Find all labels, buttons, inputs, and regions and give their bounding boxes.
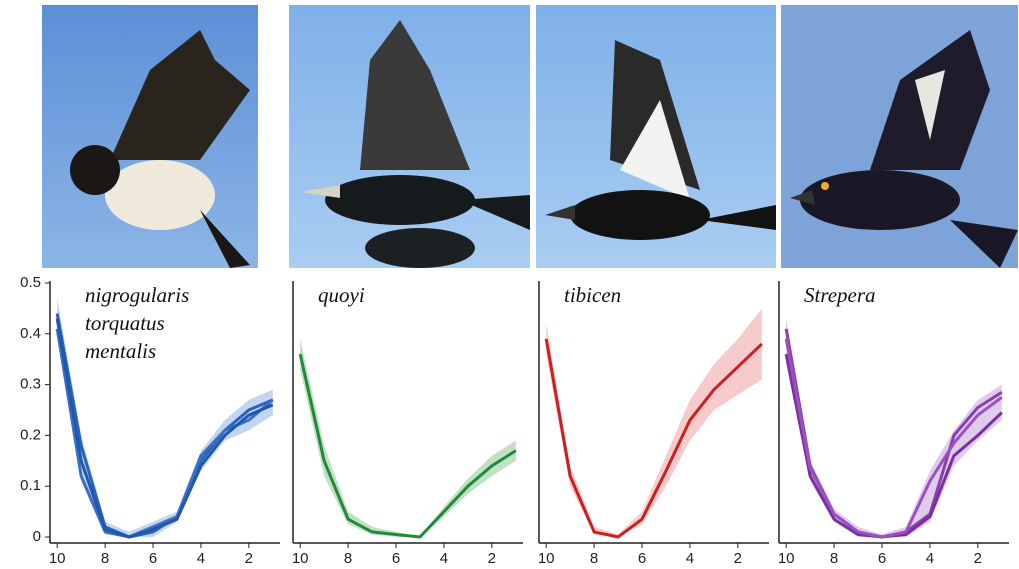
y-tick-label: 0.3 (20, 376, 41, 393)
confidence-band (300, 338, 516, 537)
x-tick-label: 4 (440, 550, 448, 567)
series-label: quoyi (318, 283, 365, 307)
y-tick-label: 0.4 (20, 325, 41, 342)
x-tick-label: 8 (344, 550, 352, 567)
charts: 0 0.1 0.2 0.3 0.4 0.5 10 8 6 4 2 nigrogularis torqua… (20, 274, 1009, 567)
x-tick-label: 4 (686, 550, 694, 567)
x-tick-label: 6 (392, 550, 400, 567)
x-tick-label: 6 (878, 550, 886, 567)
series-label: torquatus (85, 311, 165, 335)
photo (42, 5, 258, 268)
y-tick-label: 0 (33, 528, 41, 545)
confidence-band (546, 308, 762, 537)
x-tick-label: 2 (734, 550, 742, 567)
x-tick-label: 8 (830, 550, 838, 567)
x-tick-label: 8 (101, 550, 109, 567)
x-tick-label: 6 (638, 550, 646, 567)
x-tick-label: 2 (245, 550, 253, 567)
series-line (298, 353, 517, 539)
panel-label: Strepera (804, 283, 876, 307)
series-label: tibicen (564, 283, 621, 307)
photo (781, 5, 1018, 268)
x-tick-label: 10 (778, 550, 795, 567)
series-line (544, 338, 763, 539)
confidence-band (786, 318, 1002, 537)
photo (289, 5, 530, 268)
y-tick-label: 0.2 (20, 426, 41, 443)
series-line (55, 318, 274, 539)
photo (536, 5, 776, 268)
x-tick-label: 4 (926, 550, 934, 567)
x-tick-label: 2 (974, 550, 982, 567)
x-tick-label: 10 (49, 550, 66, 567)
series-label: mentalis (85, 339, 156, 363)
x-tick-label: 10 (292, 550, 309, 567)
y-tick-label: 0.5 (20, 274, 41, 291)
x-tick-label: 2 (488, 550, 496, 567)
x-tick-label: 4 (197, 550, 205, 567)
x-tick-label: 10 (538, 550, 555, 567)
x-tick-label: 8 (590, 550, 598, 567)
series-label: nigrogularis (85, 283, 189, 307)
confidence-band (57, 298, 273, 537)
series-line (784, 338, 1003, 539)
x-tick-label: 6 (149, 550, 157, 567)
y-tick-label: 0.1 (20, 477, 41, 494)
